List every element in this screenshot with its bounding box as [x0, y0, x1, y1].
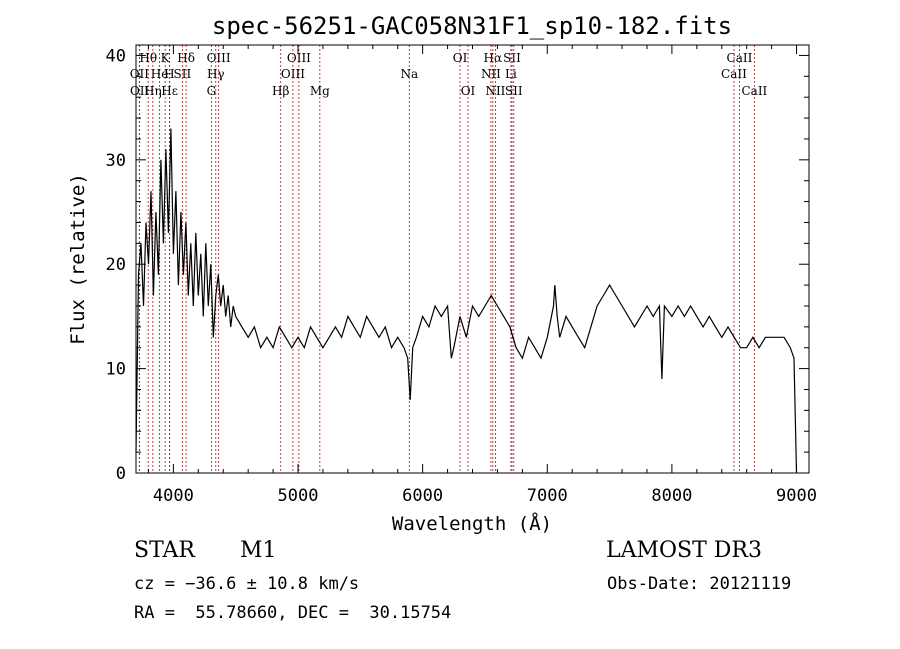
spectrum-line	[135, 128, 798, 474]
line-marker-label: OI	[453, 51, 468, 65]
object-type: STAR	[134, 538, 195, 563]
y-tick-label: 30	[106, 151, 126, 171]
redshift-value: cz = −36.6 ± 10.8 km/s	[134, 574, 360, 594]
y-tick-label: 20	[106, 255, 126, 275]
line-marker-label: SII	[503, 51, 521, 65]
survey-name: LAMOST DR3	[606, 538, 762, 563]
line-marker-label: OIII	[287, 51, 311, 65]
line-marker-label: OI	[461, 84, 476, 98]
line-marker-label: Hα	[484, 51, 503, 65]
observation-date: Obs-Date: 20121119	[607, 574, 792, 594]
x-axis: 4000 5000 6000 7000 8000 9000	[147, 45, 817, 506]
line-marker-label: Hγ	[207, 67, 225, 81]
x-tick-label: 8000	[651, 486, 692, 506]
x-tick-label: 6000	[402, 486, 443, 506]
x-tick-label: 7000	[527, 486, 568, 506]
line-marker-label: K	[161, 51, 171, 65]
line-marker-label: Li	[505, 67, 517, 81]
line-marker-label: Mg	[310, 84, 330, 98]
x-tick-label: 9000	[776, 486, 817, 506]
coordinates: RA = 55.78660, DEC = 30.15754	[134, 603, 452, 623]
y-tick-label: 40	[106, 46, 126, 66]
line-markers: HθOIIHηOIIHeKHHεHδSIIOIIIHγGHβOIIIOIIIMg…	[130, 45, 768, 473]
y-axis: 0 10 20 30 40	[106, 46, 809, 484]
line-marker-label: Hδ	[177, 51, 195, 65]
y-tick-label: 0	[116, 464, 126, 484]
line-marker-label: CaII	[727, 51, 753, 65]
line-marker-label: CaII	[721, 67, 747, 81]
y-tick-label: 10	[106, 360, 126, 380]
chart-title: spec-56251-GAC058N31F1_sp10-182.fits	[212, 12, 732, 40]
x-tick-label: 5000	[278, 486, 319, 506]
y-axis-label: Flux (relative)	[67, 173, 89, 345]
line-marker-label: Hη	[144, 84, 162, 98]
line-marker-label: Hβ	[272, 84, 289, 98]
line-marker-label: Hθ	[139, 51, 157, 65]
x-axis-label: Wavelength (Å)	[392, 512, 552, 535]
line-marker-label: CaII	[741, 84, 767, 98]
object-subclass: M1	[240, 538, 277, 563]
plot-frame	[135, 44, 810, 474]
line-marker-label: G	[207, 84, 217, 98]
line-marker-label: NII	[481, 67, 501, 81]
line-marker-label: NII	[485, 84, 505, 98]
line-marker-label: Hε	[161, 84, 178, 98]
line-marker-label: OIII	[207, 51, 231, 65]
line-marker-label: Na	[400, 67, 418, 81]
x-tick-label: 4000	[153, 486, 194, 506]
line-marker-label: SII	[174, 67, 192, 81]
line-marker-label: SII	[505, 84, 523, 98]
line-marker-label: He	[151, 67, 169, 81]
line-marker-label: OII	[130, 84, 150, 98]
line-marker-label: OIII	[281, 67, 305, 81]
